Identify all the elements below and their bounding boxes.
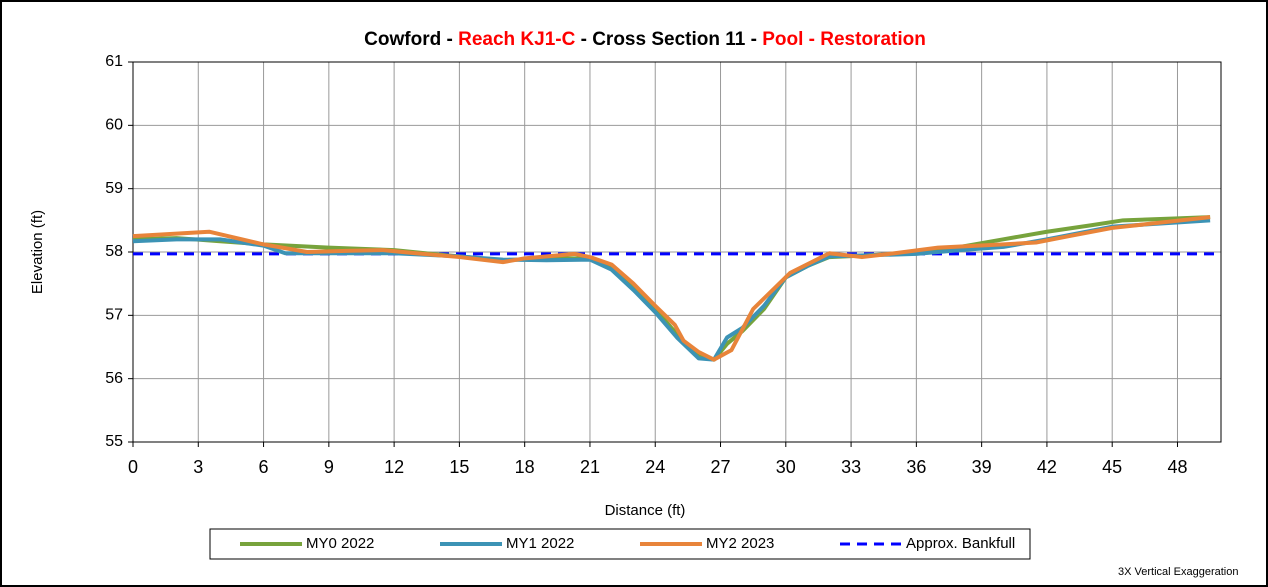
x-tick-label: 21 — [580, 457, 600, 477]
x-tick-label: 42 — [1037, 457, 1057, 477]
x-tick-label: 12 — [384, 457, 404, 477]
title-part: Pool - Restoration — [762, 29, 926, 50]
title-part: Reach KJ1-C — [458, 29, 575, 50]
series-line — [132, 215, 1211, 362]
chart-title: Cowford - Reach KJ1-C - Cross Section 11… — [364, 29, 926, 50]
x-tick-label: 3 — [193, 457, 203, 477]
x-axis-label: Distance (ft) — [605, 502, 686, 519]
legend-label: MY0 2022 — [306, 535, 374, 552]
y-tick-label: 61 — [105, 53, 123, 70]
plot-area — [132, 61, 1222, 443]
x-tick-label: 9 — [324, 457, 334, 477]
y-tick-label: 59 — [105, 180, 123, 197]
x-tick-label: 18 — [515, 457, 535, 477]
x-tick-label: 45 — [1102, 457, 1122, 477]
y-axis-label: Elevation (ft) — [29, 210, 46, 294]
y-tick-label: 55 — [105, 433, 123, 450]
x-tick-label: 6 — [259, 457, 269, 477]
y-tick-label: 60 — [105, 117, 123, 134]
x-tick-label: 27 — [711, 457, 731, 477]
x-tick-label: 48 — [1167, 457, 1187, 477]
legend-label: MY2 2023 — [706, 535, 774, 552]
x-tick-label: 0 — [128, 457, 138, 477]
legend-label: Approx. Bankfull — [906, 535, 1015, 552]
x-tick-label: 39 — [972, 457, 992, 477]
annotation: 3X Vertical Exaggeration — [1118, 566, 1238, 578]
title-part: - Cross Section 11 - — [575, 29, 762, 50]
y-tick-label: 56 — [105, 370, 123, 387]
x-tick-label: 36 — [906, 457, 926, 477]
x-tick-label: 24 — [645, 457, 665, 477]
y-tick-label: 58 — [105, 243, 123, 260]
title-part: Cowford - — [364, 29, 458, 50]
x-tick-label: 15 — [449, 457, 469, 477]
legend-label: MY1 2022 — [506, 535, 574, 552]
x-tick-label: 30 — [776, 457, 796, 477]
x-tick-label: 33 — [841, 457, 861, 477]
y-tick-label: 57 — [105, 307, 123, 324]
